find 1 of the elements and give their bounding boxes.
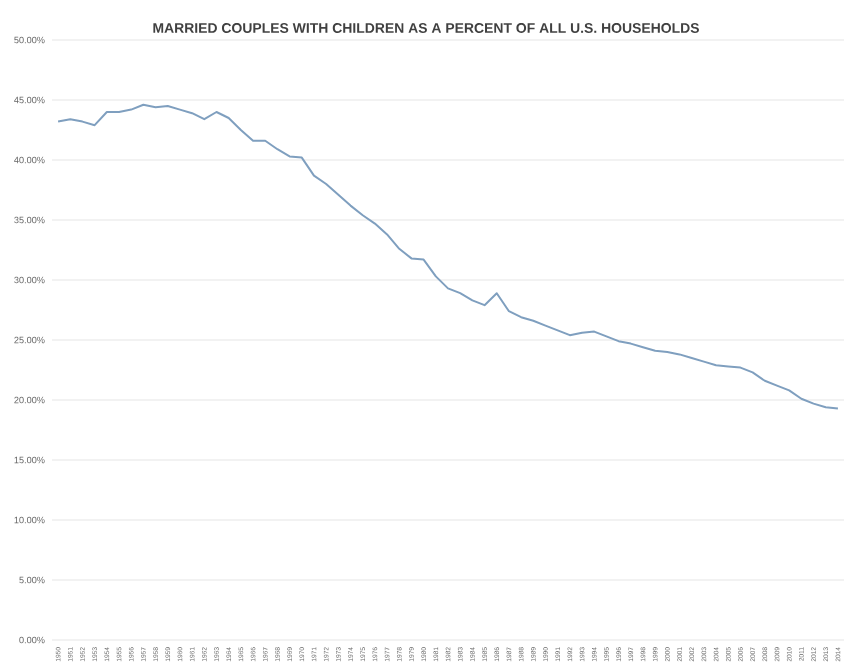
line-series — [57, 103, 839, 410]
